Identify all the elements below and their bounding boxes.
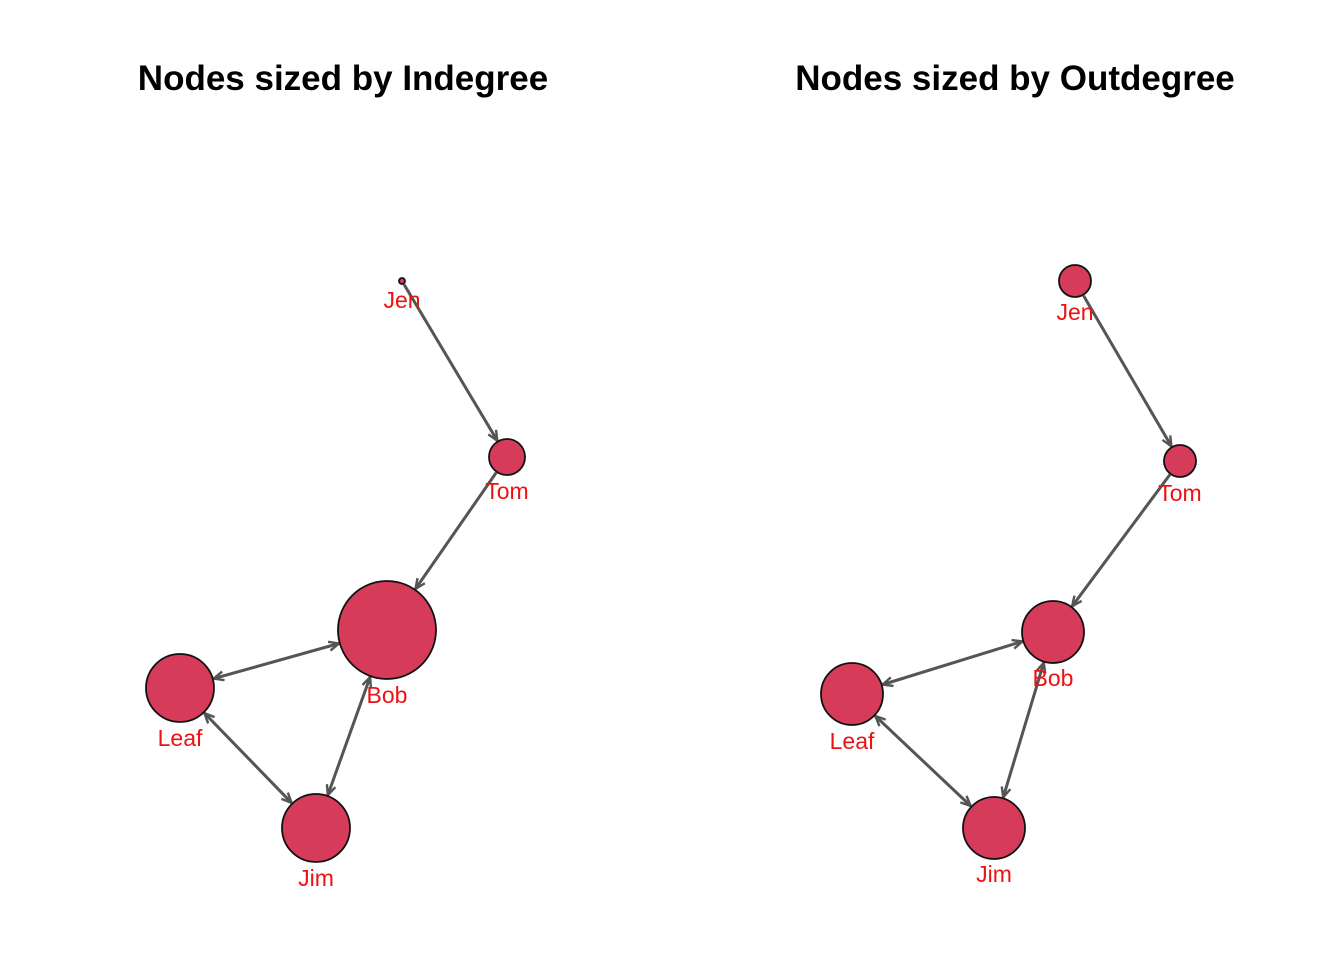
node-label-bob: Bob bbox=[367, 682, 408, 708]
node-bob bbox=[1021, 600, 1085, 664]
node-label-bob: Bob bbox=[1033, 665, 1074, 691]
node-label-jim: Jim bbox=[976, 861, 1012, 887]
panel-title-outdegree: Nodes sized by Outdegree bbox=[795, 59, 1235, 98]
edge-leaf-jim bbox=[875, 716, 970, 806]
edge-tom-bob bbox=[416, 471, 498, 589]
node-layer bbox=[145, 277, 526, 863]
node-tom bbox=[488, 438, 526, 476]
node-leaf bbox=[145, 653, 215, 723]
label-layer: Jen Tom Bob Leaf Jim bbox=[830, 299, 1202, 887]
node-label-leaf: Leaf bbox=[830, 728, 875, 754]
edge-leaf-jim bbox=[204, 713, 291, 803]
node-label-jen: Jen bbox=[1056, 299, 1093, 325]
node-label-jen: Jen bbox=[383, 287, 420, 313]
node-leaf bbox=[820, 662, 884, 726]
node-label-tom: Tom bbox=[1158, 480, 1201, 506]
edge-tom-bob bbox=[1072, 473, 1172, 607]
edge-jen-tom bbox=[402, 283, 497, 440]
node-label-tom: Tom bbox=[485, 478, 528, 504]
node-jim bbox=[962, 796, 1026, 860]
edge-bob-leaf bbox=[883, 641, 1023, 684]
panel-title-indegree: Nodes sized by Indegree bbox=[138, 59, 548, 98]
node-jen bbox=[1058, 264, 1092, 298]
edge-bob-leaf bbox=[214, 644, 339, 679]
node-label-jim: Jim bbox=[298, 865, 334, 891]
indegree-network: Jen Tom Bob Leaf Jim bbox=[145, 277, 529, 891]
outdegree-network: Jen Tom Bob Leaf Jim bbox=[820, 264, 1202, 887]
node-layer bbox=[820, 264, 1197, 860]
edge-bob-jim bbox=[328, 677, 370, 795]
node-bob bbox=[337, 580, 437, 680]
edge-layer bbox=[204, 283, 498, 803]
node-jim bbox=[281, 793, 351, 863]
edge-bob-jim bbox=[1003, 663, 1044, 798]
node-label-leaf: Leaf bbox=[158, 725, 203, 751]
edge-jen-tom bbox=[1082, 294, 1172, 447]
label-layer: Jen Tom Bob Leaf Jim bbox=[158, 287, 529, 891]
node-tom bbox=[1163, 444, 1197, 478]
node-jen bbox=[398, 277, 406, 285]
edge-layer bbox=[875, 294, 1172, 806]
